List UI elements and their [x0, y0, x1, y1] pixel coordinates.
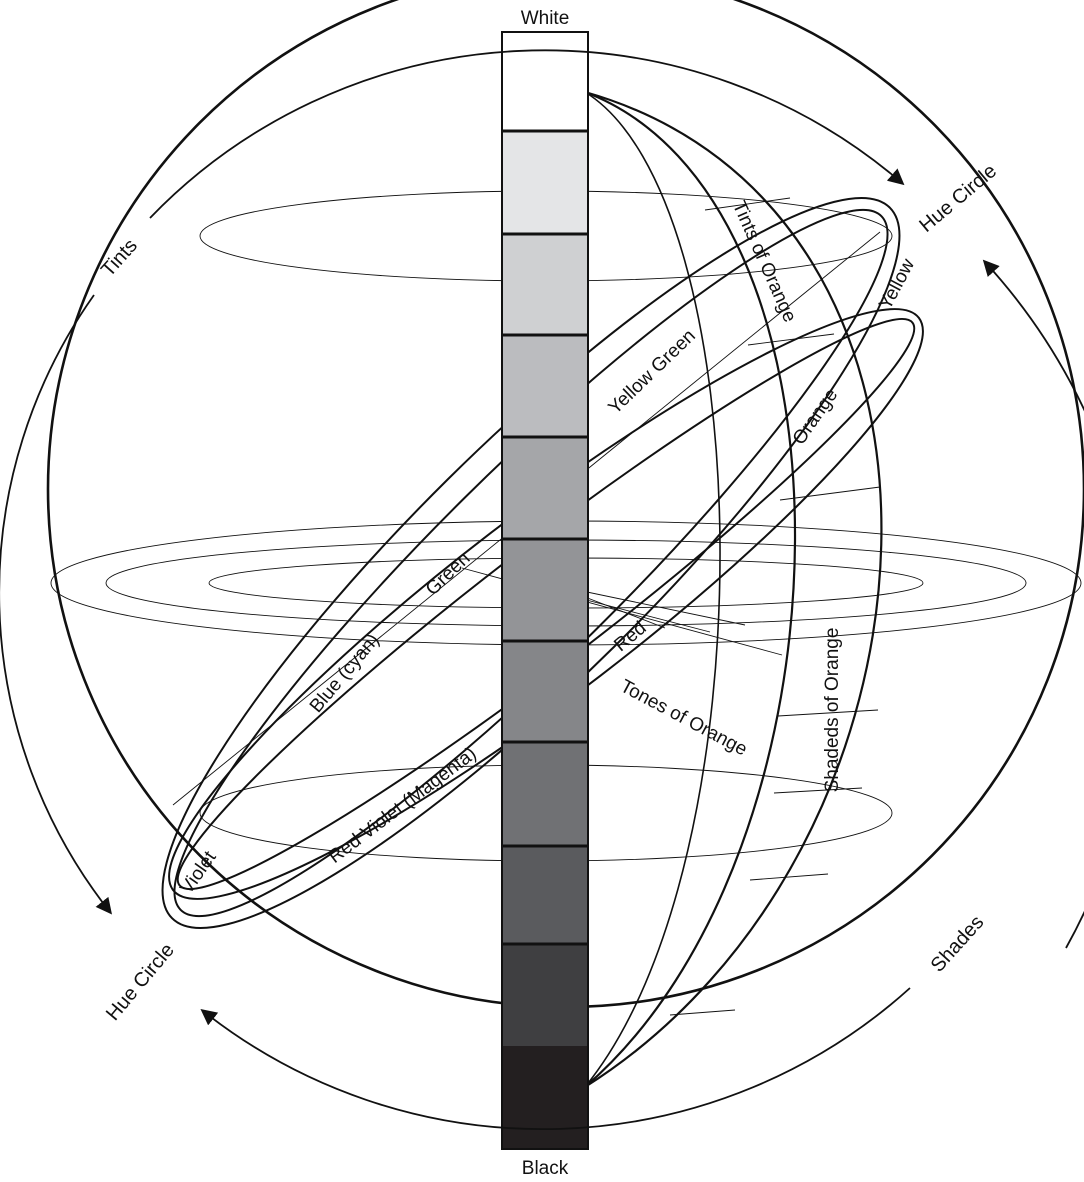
black-label: Black: [522, 1158, 569, 1179]
white-label: White: [521, 8, 570, 29]
value-dividers: [502, 129, 588, 946]
meridian-inner-edge: [584, 90, 797, 1088]
yellow-green-label: Yellow Green: [604, 325, 699, 418]
green-band-outer: [161, 197, 901, 929]
value-step-2: [502, 234, 588, 335]
shades-arrow-bottom: [200, 987, 911, 1131]
tints-of-orange-label: Tints of Orange: [728, 198, 800, 326]
value-column-frame: [501, 31, 589, 1150]
hue-band-green: [161, 197, 901, 929]
gray-value-column: [501, 31, 589, 1150]
value-step-3: [502, 335, 588, 437]
value-step-5: [502, 539, 588, 641]
value-step-9: [502, 944, 588, 1046]
red-violet-label: Red Violet (Magenta): [325, 743, 481, 868]
value-step-white: [502, 32, 588, 131]
tones-of-orange-label: Tones of Orange: [617, 676, 751, 760]
tints-arrow-top: [149, 49, 905, 219]
shades-label: Shades: [927, 911, 989, 976]
value-step-6: [502, 641, 588, 742]
hue-circle-bottom-label: Hue Circle: [102, 939, 179, 1025]
value-step-7: [502, 742, 588, 846]
blue-cyan-label: Blue (cyan): [306, 630, 384, 717]
meridian-inner-arc: [584, 91, 721, 1088]
orange-meridian-band: [584, 90, 883, 1088]
hue-circle-top-label: Hue Circle: [915, 160, 1001, 237]
value-step-1: [502, 131, 588, 234]
value-step-8: [502, 846, 588, 944]
shades-arrow-right: [982, 259, 1084, 949]
green-band-inner: [173, 208, 889, 918]
outer-arrows: [0, 49, 1084, 1131]
value-step-black: [502, 1046, 588, 1149]
red-band-outer: [168, 308, 924, 900]
meridian-ticks: [669, 197, 881, 1016]
meridian-outer-edge: [584, 90, 883, 1088]
tints-label: Tints: [97, 235, 142, 281]
orange-label: Orange: [789, 385, 843, 449]
value-step-4: [502, 437, 588, 539]
tints-arrow-left: [0, 294, 113, 915]
shades-of-orange-label: Shadeds of Orange: [822, 628, 843, 793]
